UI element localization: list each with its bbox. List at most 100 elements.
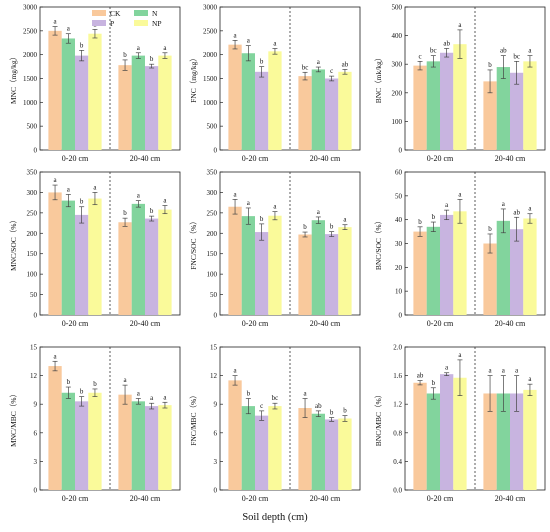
bar — [453, 211, 467, 315]
y-axis-label: BNC（mk/kg） — [374, 54, 383, 104]
y-tick-label: 100 — [392, 118, 403, 126]
significance-letter: b — [343, 407, 347, 415]
bar — [311, 69, 325, 150]
bar — [131, 203, 145, 315]
legend-label: P — [110, 19, 114, 28]
bar — [523, 389, 537, 490]
y-tick-label: 50 — [30, 291, 38, 299]
y-tick-label: 200 — [207, 230, 218, 238]
category-label: 20-40 cm — [495, 319, 526, 328]
significance-letter: ab — [342, 60, 349, 68]
category-label: 0-20 cm — [62, 319, 89, 328]
y-axis-label: FNC/SOC（%） — [189, 217, 198, 270]
bar — [311, 220, 325, 315]
bar — [255, 415, 269, 490]
y-axis-label: BNC/MBC（%） — [374, 391, 383, 446]
significance-letter: bc — [272, 394, 279, 402]
significance-letter: a — [233, 31, 237, 39]
category-label: 20-40 cm — [130, 319, 161, 328]
category-label: 0-20 cm — [62, 494, 89, 503]
chart-panel-6: 0 10 20 30 40 50 60 BNC/SOC（%） 0-20 cm b b a a 20-40 … — [374, 169, 546, 328]
y-tick-label: 300 — [392, 61, 403, 69]
y-axis-label: FNC（mg/kg） — [189, 54, 198, 103]
y-tick-label: 2500 — [203, 27, 218, 35]
legend-label: NP — [152, 19, 162, 28]
bar — [61, 200, 75, 315]
bar — [131, 55, 145, 151]
bar — [338, 418, 352, 490]
y-tick-label: 15 — [210, 344, 218, 352]
bar — [453, 44, 467, 150]
bar — [75, 401, 89, 490]
bar — [440, 214, 454, 315]
bar — [426, 393, 440, 490]
significance-letter: a — [67, 185, 71, 193]
y-axis-label: BNC/SOC（%） — [374, 217, 383, 270]
bar — [483, 393, 497, 490]
y-tick-label: 12 — [210, 372, 218, 380]
y-tick-label: 250 — [207, 209, 218, 217]
y-tick-label: 6 — [34, 429, 38, 437]
significance-letter: a — [163, 393, 167, 401]
category-label: 20-40 cm — [495, 494, 526, 503]
bar — [510, 229, 524, 315]
y-tick-label: 500 — [392, 4, 403, 12]
significance-letter: a — [458, 351, 462, 359]
bar — [426, 61, 440, 151]
y-tick-label: 3000 — [23, 4, 38, 12]
chart-panel-1: 0 500 1000 1500 2000 2500 3000 MNC（mg/kg） 0-20 c… — [9, 4, 181, 163]
bar — [413, 65, 427, 150]
y-axis-label: MNC/SOC（%） — [9, 216, 18, 271]
bar — [496, 67, 510, 150]
bar — [426, 226, 440, 315]
bar — [496, 220, 510, 315]
y-tick-label: 0.0 — [393, 487, 402, 495]
chart-panel-7: 0 3 6 9 12 15 MNC/MBC（%） 0-20 cm a b b b 20-40 cm a a a… — [9, 344, 181, 503]
significance-letter: ab — [315, 402, 322, 410]
bar — [145, 218, 159, 315]
category-label: 0-20 cm — [242, 154, 269, 163]
bar — [440, 374, 454, 490]
significance-letter: a — [343, 216, 347, 224]
bar — [88, 198, 102, 315]
y-tick-label: 350 — [207, 169, 218, 177]
bar — [523, 61, 537, 151]
y-axis-label: FNC/MBC（%） — [189, 391, 198, 446]
significance-letter: a — [163, 197, 167, 205]
bar — [228, 380, 242, 490]
bar — [413, 231, 427, 315]
significance-letter: a — [445, 201, 449, 209]
bar — [510, 72, 524, 150]
significance-letter: bc — [513, 52, 520, 60]
category-label: 0-20 cm — [62, 154, 89, 163]
chart-panel-9: 0.0 0.4 0.8 1.2 1.6 2.0 BNC/MBC（%） 0-20 cm abb a a… — [374, 344, 546, 503]
legend-label: CK — [110, 9, 121, 18]
bar — [131, 401, 145, 490]
y-tick-label: 30 — [395, 240, 403, 248]
bar — [48, 192, 62, 315]
significance-letter: a — [233, 190, 237, 198]
category-label: 0-20 cm — [427, 154, 454, 163]
significance-letter: ab — [513, 208, 520, 216]
y-tick-label: 3 — [34, 458, 38, 466]
y-tick-label: 3000 — [203, 4, 218, 12]
y-tick-label: 2.0 — [393, 344, 402, 352]
significance-letter: b — [303, 223, 307, 231]
y-tick-label: 6 — [214, 429, 218, 437]
bar — [496, 393, 510, 490]
bar — [523, 218, 537, 315]
category-label: 20-40 cm — [130, 494, 161, 503]
y-tick-label: 1500 — [23, 75, 38, 83]
y-tick-label: 300 — [27, 189, 38, 197]
significance-letter: a — [93, 183, 97, 191]
y-tick-label: 300 — [207, 189, 218, 197]
bar — [241, 53, 255, 151]
chart-panel-2: 0 500 1000 1500 2000 2500 3000 FNC（mg/kg） 0-20 c… — [189, 4, 361, 163]
x-axis-title: Soil depth (cm) — [242, 512, 308, 523]
bar — [145, 406, 159, 490]
bar — [145, 66, 159, 150]
y-axis-label: MNC（mg/kg） — [9, 53, 18, 104]
significance-letter: a — [273, 203, 277, 211]
